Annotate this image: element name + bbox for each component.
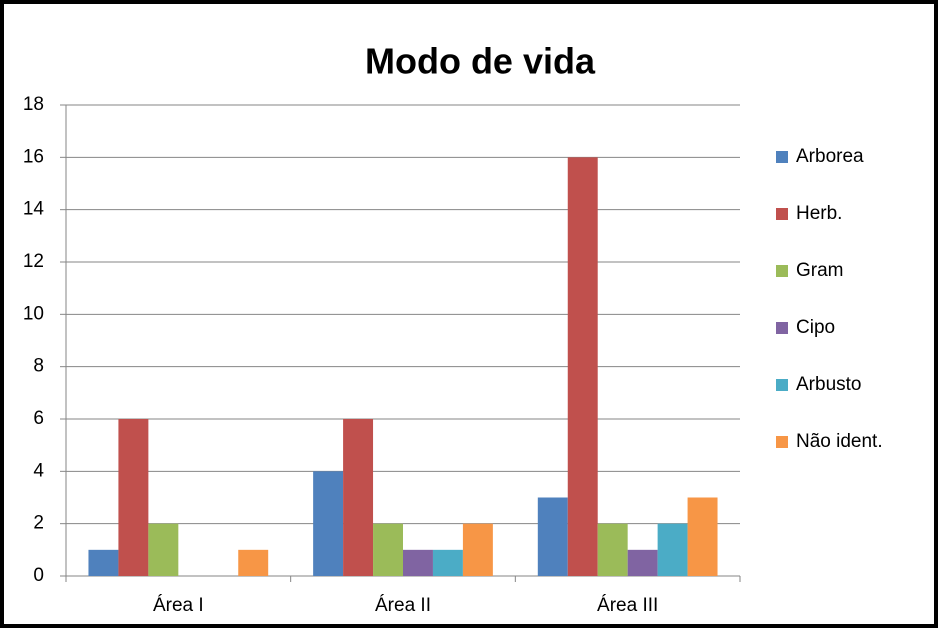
bar xyxy=(343,419,374,576)
legend-label: Cipo xyxy=(796,317,835,338)
legend-swatch xyxy=(776,322,788,334)
bar xyxy=(627,549,658,576)
bar xyxy=(88,549,119,576)
y-tick-label: 2 xyxy=(33,513,44,534)
y-tick-label: 12 xyxy=(23,251,44,272)
bar xyxy=(657,523,688,576)
y-tick-label: 4 xyxy=(33,460,44,481)
bar xyxy=(403,549,433,576)
bar xyxy=(313,471,344,576)
y-tick-label: 10 xyxy=(23,303,44,324)
y-tick-label: 8 xyxy=(33,356,44,377)
legend-label: Arbusto xyxy=(796,374,861,395)
legend-swatch xyxy=(776,379,788,391)
bar xyxy=(238,549,269,576)
bar xyxy=(597,523,628,576)
bar xyxy=(567,157,598,577)
chart-title: Modo de vida xyxy=(365,41,596,82)
bar xyxy=(432,549,463,576)
legend-swatch xyxy=(776,151,788,163)
legend-label: Herb. xyxy=(796,203,842,224)
bar xyxy=(462,523,493,576)
legend-swatch xyxy=(776,265,788,277)
y-tick-label: 14 xyxy=(23,199,45,220)
x-tick-label: Área I xyxy=(153,595,204,616)
y-tick-label: 0 xyxy=(33,565,44,586)
y-tick-label: 6 xyxy=(33,408,44,429)
bar xyxy=(687,497,718,576)
bar xyxy=(373,523,403,576)
bar xyxy=(148,523,179,576)
x-tick-label: Área II xyxy=(375,595,431,616)
legend-label: Arborea xyxy=(796,146,864,167)
legend-label: Gram xyxy=(796,260,844,281)
bar xyxy=(537,497,568,576)
x-tick-label: Área III xyxy=(597,595,658,616)
bar xyxy=(118,419,149,576)
legend-swatch xyxy=(776,436,788,448)
legend-swatch xyxy=(776,208,788,220)
y-tick-label: 16 xyxy=(23,146,44,167)
legend-label: Não ident. xyxy=(796,431,883,452)
y-tick-label: 18 xyxy=(23,94,44,115)
